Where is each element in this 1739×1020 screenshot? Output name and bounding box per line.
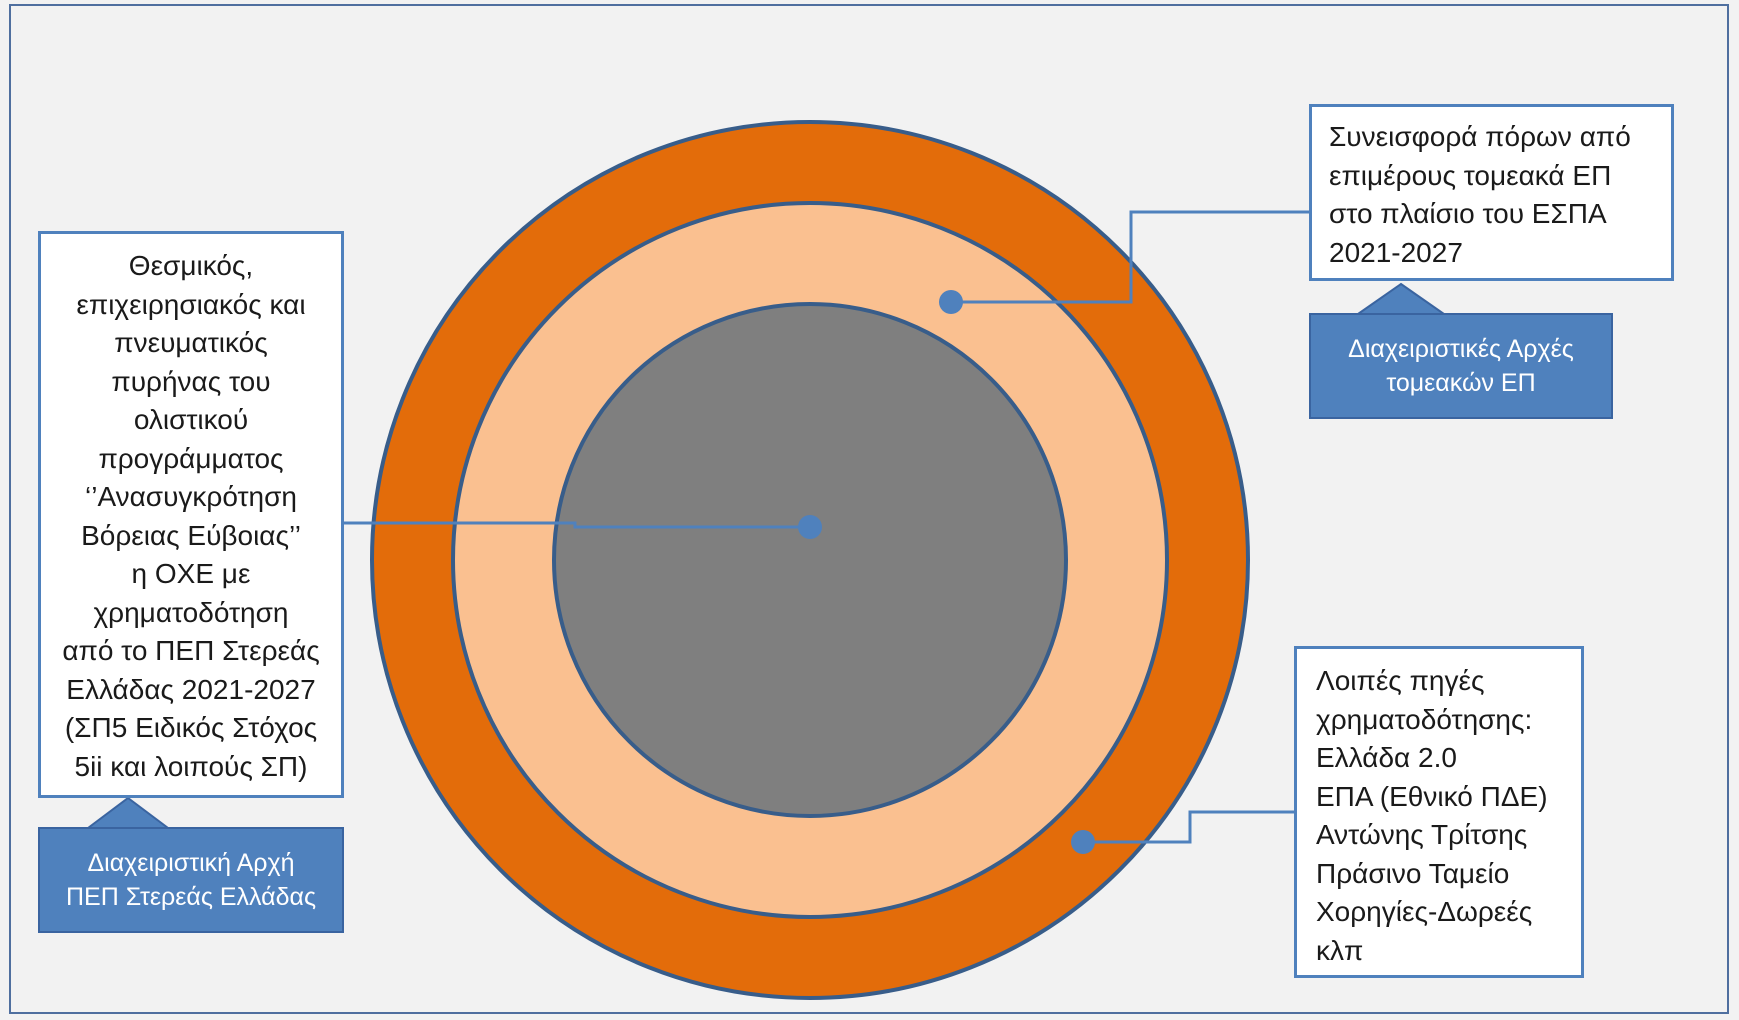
other-funding-line: κλπ [1316,934,1364,966]
core-line: η ΟΧΕ με [131,558,251,589]
sectoral-line: 2021-2027 [1329,236,1463,268]
core-line: ‘’Ανασυγκρότηση [85,481,297,512]
core-line: ολιστικού [133,404,249,435]
core-line: επιχειρησιακός και [76,288,306,320]
other-funding-line: Αντώνης Τρίτσης [1316,819,1528,850]
other-marker [1071,830,1095,854]
core-line: Ελλάδας 2021-2027 [66,673,316,705]
core-tag-line: Διαχειριστική Αρχή [87,849,295,877]
sectoral-line: στο πλαίσιο του ΕΣΠΑ [1329,198,1607,229]
sectoral-tag-line: τομεακών ΕΠ [1386,369,1536,397]
core-line: Βόρειας Εύβοιας’’ [81,519,301,551]
other-funding-line: ΕΠΑ (Εθνικό ΠΔΕ) [1316,780,1548,812]
core-authority-tag: Διαχειριστική Αρχή ΠΕΠ Στερεάς Ελλάδας [38,827,344,933]
sectoral-tag-line: Διαχειριστικές Αρχές [1348,335,1574,363]
other-funding-box: Λοιπές πηγές χρηματοδότησης: Ελλάδα 2.0 … [1294,646,1584,978]
sectoral-marker [939,290,963,314]
other-funding-line: Ελλάδα 2.0 [1316,742,1457,773]
core-line: πυρήνας του [111,365,271,397]
sectoral-line: επιμέρους τομεακά ΕΠ [1329,159,1612,191]
core-marker [798,515,822,539]
core-circle [552,302,1068,818]
other-funding-line: Λοιπές πηγές [1316,665,1485,696]
other-funding-line: Πράσινο Ταμείο [1316,857,1510,889]
core-tag-line: ΠΕΠ Στερεάς Ελλάδας [66,883,316,911]
sectoral-tag-pointer [1354,282,1448,315]
core-line: (ΣΠ5 Ειδικός Στόχος [64,712,318,743]
sectoral-authorities-tag: Διαχειριστικές Αρχές τομεακών ΕΠ [1309,313,1613,419]
core-line: Θεσμικός, [128,250,254,281]
core-line: χρηματοδότηση [93,596,289,628]
other-funding-line: χρηματοδότησης: [1316,703,1533,735]
sectoral-connector [951,210,1310,304]
core-line: από το ΠΕΠ Στερεάς [62,635,320,666]
core-line: προγράμματος [98,442,284,474]
diagram-frame [9,4,1729,1014]
other-connector [1083,810,1295,844]
sectoral-contribution-box: Συνεισφορά πόρων από επιμέρους τομεακά Ε… [1309,104,1674,281]
core-line: πνευματικός [114,327,268,358]
sectoral-line: Συνεισφορά πόρων από [1329,121,1631,152]
core-tag-pointer [85,796,171,829]
core-description-box: Θεσμικός, επιχειρησιακός και πνευματικός… [38,231,344,798]
other-funding-line: Χορηγίες-Δωρεές [1316,896,1533,927]
core-line: 5ii και λοιπούς ΣΠ) [74,750,308,782]
core-connector [343,521,810,529]
